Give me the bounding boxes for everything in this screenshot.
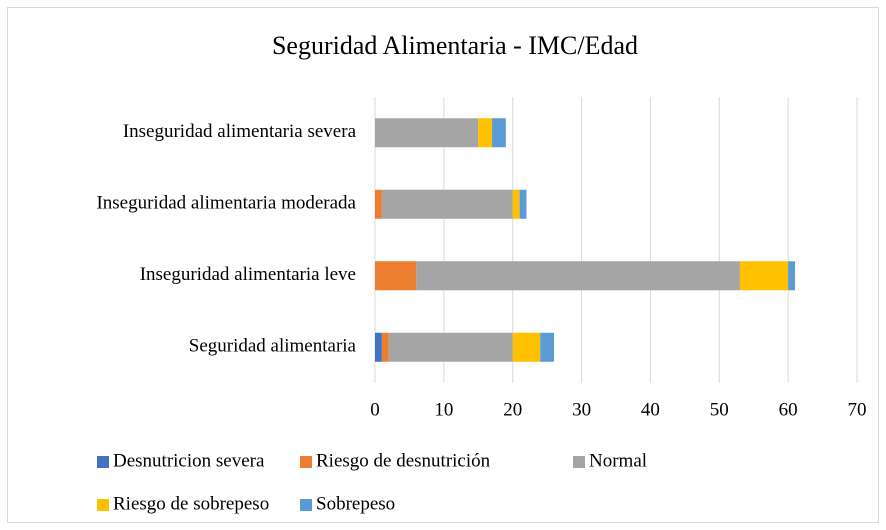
y-tick-label: Inseguridad alimentaria severa [123, 121, 357, 142]
bar-segment [375, 332, 382, 362]
y-tick-label: Inseguridad alimentaria leve [140, 264, 356, 285]
chart-title: Seguridad Alimentaria - IMC/Edad [272, 31, 638, 60]
legend-label: Desnutricion severa [113, 450, 265, 471]
bar-segment [381, 189, 513, 219]
x-tick-label: 10 [434, 399, 453, 420]
x-tick-label: 60 [779, 399, 798, 420]
legend-label: Riesgo de desnutrición [316, 450, 491, 471]
y-tick-label: Seguridad alimentaria [189, 336, 357, 357]
bar-segment [375, 118, 479, 148]
legend-swatch [97, 499, 109, 511]
legend-swatch [97, 456, 109, 468]
x-tick-label: 70 [848, 399, 867, 420]
bar-segment [519, 189, 527, 219]
bar-segment [788, 261, 796, 291]
bar-segment [512, 189, 520, 219]
x-tick-label: 20 [503, 399, 522, 420]
bar-segment [381, 332, 389, 362]
y-tick-label: Inseguridad alimentaria moderada [96, 193, 356, 214]
bar-segment [492, 118, 506, 148]
bar-segment [375, 261, 417, 291]
x-tick-label: 0 [370, 399, 380, 420]
bar-segment [416, 261, 740, 291]
legend-label: Riesgo de sobrepeso [113, 493, 269, 514]
legend-swatch [300, 499, 312, 511]
bar-segment [540, 332, 555, 362]
bar-segment [739, 261, 789, 291]
bar-segment [478, 118, 493, 148]
x-tick-label: 40 [641, 399, 660, 420]
bar-segment [375, 189, 382, 219]
legend-label: Normal [589, 450, 647, 471]
legend-swatch [573, 456, 585, 468]
x-tick-label: 50 [710, 399, 729, 420]
legend-label: Sobrepeso [316, 493, 395, 514]
x-tick-label: 30 [572, 399, 591, 420]
legend-swatch [300, 456, 312, 468]
bar-segment [512, 332, 541, 362]
bar-segment [388, 332, 513, 362]
